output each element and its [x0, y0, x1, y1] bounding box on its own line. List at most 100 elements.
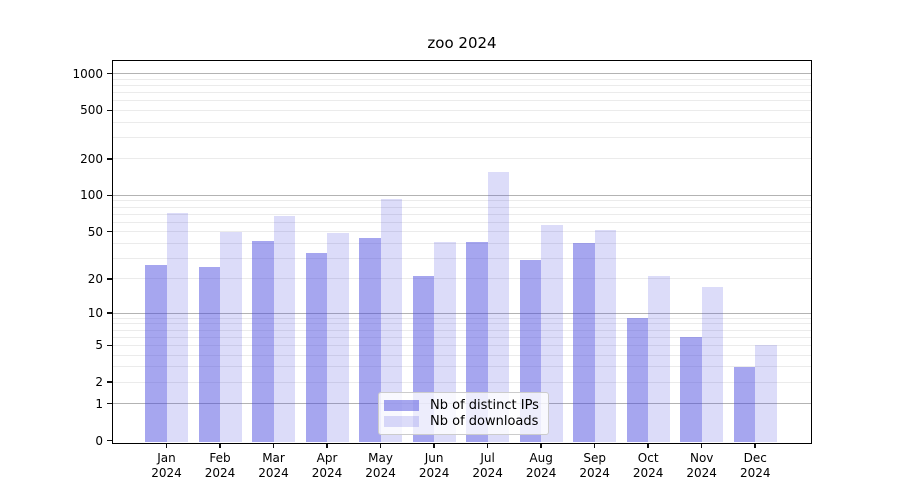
x-tick [272, 443, 275, 448]
bar-distinct-ips-mar [252, 240, 274, 442]
legend-swatch-distinct-ips-icon [384, 399, 419, 411]
y-tick-label: 50 [87, 224, 103, 239]
y-tick-label: 10 [87, 306, 103, 321]
y-tick [106, 402, 112, 405]
bar-downloads-mar [273, 216, 296, 442]
y-tick-label: 100 [80, 188, 103, 203]
y-tick [106, 72, 112, 75]
gridline-minor [113, 354, 811, 356]
y-tick [106, 381, 112, 383]
bar-downloads-dec [755, 345, 777, 442]
bar-distinct-ips-jul [466, 241, 488, 442]
y-tick [106, 278, 112, 280]
y-tick [106, 158, 112, 160]
x-tick-label: Dec 2024 [739, 451, 771, 480]
gridline-minor [113, 317, 811, 319]
gridline-minor [113, 278, 811, 280]
gridline-minor [113, 221, 811, 223]
x-tick-label: May 2024 [365, 451, 396, 480]
gridline-minor [113, 78, 811, 80]
legend-item-downloads: Nb of downloads [384, 414, 540, 431]
x-tick [647, 443, 649, 448]
x-tick-label: Aug 2024 [525, 451, 557, 480]
gridline-minor [113, 323, 811, 325]
x-tick [540, 443, 542, 448]
x-tick [433, 443, 435, 448]
x-tick [219, 443, 221, 448]
y-tick-label: 0 [95, 433, 103, 448]
gridline-minor [113, 257, 811, 259]
bar-distinct-ips-jan [145, 265, 167, 442]
y-tick [106, 230, 112, 233]
bar-distinct-ips-oct [626, 318, 649, 442]
bar-downloads-jul [487, 172, 510, 442]
legend-label-downloads: Nb of downloads [430, 414, 539, 430]
x-tick [754, 443, 756, 448]
bar-distinct-ips-dec [733, 366, 756, 442]
x-tick [379, 443, 382, 448]
y-tick [106, 344, 112, 347]
gridline-minor [113, 336, 811, 338]
y-tick-label: 20 [87, 271, 103, 286]
legend-label-distinct-ips: Nb of distinct IPs [430, 397, 539, 413]
gridline-minor [113, 200, 811, 202]
bar-downloads-jun [434, 241, 456, 442]
x-tick [593, 443, 596, 448]
y-tick-label: 2 [95, 375, 103, 390]
y-tick-label: 1000 [72, 66, 103, 81]
x-tick [486, 443, 489, 448]
x-tick-label: Nov 2024 [686, 451, 717, 480]
y-tick-label: 500 [80, 103, 103, 118]
gridline-minor [113, 231, 811, 233]
legend: Nb of distinct IPs Nb of downloads [378, 392, 549, 435]
x-tick [165, 443, 168, 448]
y-tick-label: 1 [95, 396, 103, 411]
bar-distinct-ips-apr [305, 253, 328, 442]
x-tick-label: Apr 2024 [311, 451, 343, 480]
gridline-major [113, 194, 811, 196]
bar-downloads-nov [701, 286, 724, 442]
x-tick-label: Oct 2024 [632, 451, 664, 480]
bar-downloads-jan [166, 212, 188, 442]
y-tick [106, 439, 112, 442]
x-tick [326, 443, 328, 448]
gridline-minor [113, 121, 811, 123]
y-tick [106, 194, 112, 197]
x-tick-label: Jul 2024 [472, 451, 503, 480]
gridline-minor [113, 381, 811, 383]
gridline-minor [113, 344, 811, 346]
bar-distinct-ips-nov [680, 337, 702, 442]
x-tick [700, 443, 703, 448]
y-tick-label: 5 [95, 338, 103, 353]
gridline-minor [113, 329, 811, 331]
y-tick [106, 312, 112, 314]
bar-downloads-feb [220, 231, 242, 442]
gridline-minor [113, 84, 811, 86]
y-tick [106, 109, 112, 112]
gridline-major [113, 73, 811, 75]
y-tick-label: 200 [80, 151, 103, 166]
legend-swatch-downloads-icon [384, 416, 419, 428]
x-tick-label: Mar 2024 [258, 451, 289, 480]
gridline-minor [113, 100, 811, 102]
gridline-minor [113, 206, 811, 208]
gridline-minor [113, 213, 811, 215]
x-tick-label: Sep 2024 [579, 451, 610, 480]
bar-downloads-may [380, 199, 403, 442]
bar-distinct-ips-feb [198, 267, 221, 442]
x-tick-label: Jun 2024 [418, 451, 450, 480]
gridline-minor [113, 366, 811, 368]
chart-title: zoo 2024 [427, 34, 497, 52]
bar-downloads-oct [648, 276, 670, 442]
gridline-minor [113, 158, 811, 160]
bar-downloads-aug [541, 224, 563, 442]
legend-item-distinct-ips: Nb of distinct IPs [384, 397, 540, 414]
bar-distinct-ips-sep [573, 243, 595, 442]
bar-downloads-sep [594, 229, 617, 442]
gridline-minor [113, 91, 811, 93]
plot-area: Nb of distinct IPs Nb of downloads 0 1 2 5 1… [72, 60, 812, 480]
bar-downloads-apr [327, 232, 349, 442]
bar-distinct-ips-may [359, 238, 381, 442]
gridline-minor [113, 109, 811, 111]
